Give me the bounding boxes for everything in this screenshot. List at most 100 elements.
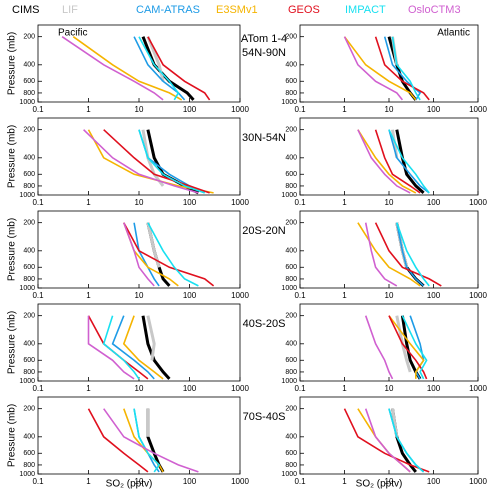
plot-frame bbox=[299, 117, 479, 196]
y-tick-label: 1000 bbox=[281, 99, 297, 106]
y-tick-label: 1000 bbox=[19, 471, 35, 478]
x-tick-label: 10 bbox=[385, 105, 394, 114]
region-label: 70S-40S bbox=[243, 411, 286, 423]
x-tick-label: 1000 bbox=[231, 291, 249, 300]
profile-line bbox=[146, 36, 165, 82]
y-tick-label: 1000 bbox=[281, 192, 297, 199]
plot-frame bbox=[299, 396, 479, 475]
profile-line bbox=[146, 222, 161, 268]
profile-line bbox=[147, 222, 199, 287]
profile-line bbox=[343, 408, 430, 473]
panel-title: Atlantic bbox=[437, 28, 470, 39]
x-tick-label: 1000 bbox=[231, 477, 249, 486]
x-tick-label: 0.1 bbox=[294, 291, 306, 300]
profile-line bbox=[364, 408, 411, 473]
profile-line bbox=[111, 315, 155, 380]
x-tick-label: 10 bbox=[385, 198, 394, 207]
y-tick-label: 400 bbox=[23, 248, 35, 255]
x-tick-label: 1 bbox=[86, 198, 91, 207]
y-tick-label: 1000 bbox=[19, 192, 35, 199]
profile-line bbox=[102, 315, 140, 380]
profile-line bbox=[374, 36, 430, 101]
plot-frame bbox=[299, 303, 479, 382]
profile-line bbox=[364, 315, 394, 380]
y-axis-label: Pressure (mb) bbox=[7, 404, 18, 467]
x-tick-label: 0.1 bbox=[32, 291, 44, 300]
x-tick-label: 100 bbox=[183, 384, 197, 393]
profile-line bbox=[147, 36, 211, 101]
profile-line bbox=[357, 129, 417, 194]
profile-line bbox=[391, 36, 421, 101]
legend-entry: CAM-ATRAS bbox=[136, 4, 200, 16]
y-tick-label: 400 bbox=[23, 341, 35, 348]
profile-line bbox=[87, 315, 135, 380]
profile-line bbox=[61, 36, 164, 101]
legend-entry: E3SMv1 bbox=[216, 4, 258, 16]
profile-line bbox=[146, 408, 165, 473]
legend-entry: OsloCTM3 bbox=[408, 4, 461, 16]
y-tick-label: 800 bbox=[285, 462, 297, 469]
y-tick-label: 800 bbox=[23, 183, 35, 190]
y-tick-label: 600 bbox=[285, 264, 297, 271]
x-tick-label: 1 bbox=[86, 105, 91, 114]
profile-line bbox=[103, 408, 199, 473]
x-tick-label: 100 bbox=[183, 198, 197, 207]
region-label: ATom 1-4 bbox=[241, 33, 287, 45]
profile-line bbox=[388, 315, 428, 380]
y-tick-label: 200 bbox=[285, 34, 297, 41]
y-tick-label: 800 bbox=[285, 183, 297, 190]
x-tick-label: 0.1 bbox=[32, 477, 44, 486]
y-axis-label: Pressure (mb) bbox=[7, 125, 18, 188]
profile-line bbox=[343, 36, 404, 101]
x-tick-label: 1 bbox=[342, 198, 347, 207]
y-tick-label: 600 bbox=[23, 357, 35, 364]
y-axis-label: Pressure (mb) bbox=[7, 32, 18, 95]
region-label: 54N-90N bbox=[242, 47, 286, 59]
y-tick-label: 1000 bbox=[19, 378, 35, 385]
x-tick-label: 1000 bbox=[469, 384, 487, 393]
y-tick-label: 600 bbox=[285, 357, 297, 364]
y-tick-label: 400 bbox=[285, 248, 297, 255]
profile-line bbox=[103, 129, 210, 194]
y-tick-label: 1000 bbox=[281, 471, 297, 478]
y-tick-label: 400 bbox=[285, 434, 297, 441]
x-tick-label: 1 bbox=[86, 477, 91, 486]
y-tick-label: 800 bbox=[285, 369, 297, 376]
y-tick-label: 200 bbox=[285, 220, 297, 227]
x-axis-label: SO₂ (pptv) bbox=[106, 479, 153, 490]
profile-line bbox=[401, 315, 428, 380]
profile-line bbox=[374, 129, 421, 194]
y-tick-label: 800 bbox=[23, 90, 35, 97]
y-tick-label: 200 bbox=[23, 313, 35, 320]
y-tick-label: 1000 bbox=[281, 378, 297, 385]
x-tick-label: 1 bbox=[86, 291, 91, 300]
profile-line bbox=[396, 222, 430, 287]
x-tick-label: 1000 bbox=[469, 105, 487, 114]
plot-frame bbox=[37, 117, 241, 196]
y-tick-label: 200 bbox=[285, 406, 297, 413]
y-tick-label: 1000 bbox=[19, 99, 35, 106]
x-tick-label: 10 bbox=[135, 105, 144, 114]
legend-entry: IMPACT bbox=[345, 4, 386, 16]
y-tick-label: 600 bbox=[23, 264, 35, 271]
y-tick-label: 800 bbox=[23, 462, 35, 469]
y-axis-label: Pressure (mb) bbox=[7, 218, 18, 281]
profile-line bbox=[357, 129, 411, 194]
x-tick-label: 1 bbox=[86, 384, 91, 393]
y-tick-label: 800 bbox=[23, 276, 35, 283]
profile-line bbox=[141, 315, 171, 380]
x-tick-label: 1000 bbox=[469, 291, 487, 300]
x-tick-label: 100 bbox=[427, 198, 441, 207]
y-tick-label: 400 bbox=[23, 62, 35, 69]
profile-line bbox=[388, 129, 430, 194]
x-tick-label: 100 bbox=[427, 477, 441, 486]
profile-line bbox=[388, 408, 425, 473]
x-tick-label: 10 bbox=[135, 477, 144, 486]
y-tick-label: 600 bbox=[285, 171, 297, 178]
profile-line bbox=[72, 36, 183, 101]
x-tick-label: 0.1 bbox=[32, 384, 44, 393]
x-tick-label: 0.1 bbox=[32, 198, 44, 207]
x-tick-label: 10 bbox=[135, 291, 144, 300]
panel-title: Pacific bbox=[58, 28, 87, 39]
